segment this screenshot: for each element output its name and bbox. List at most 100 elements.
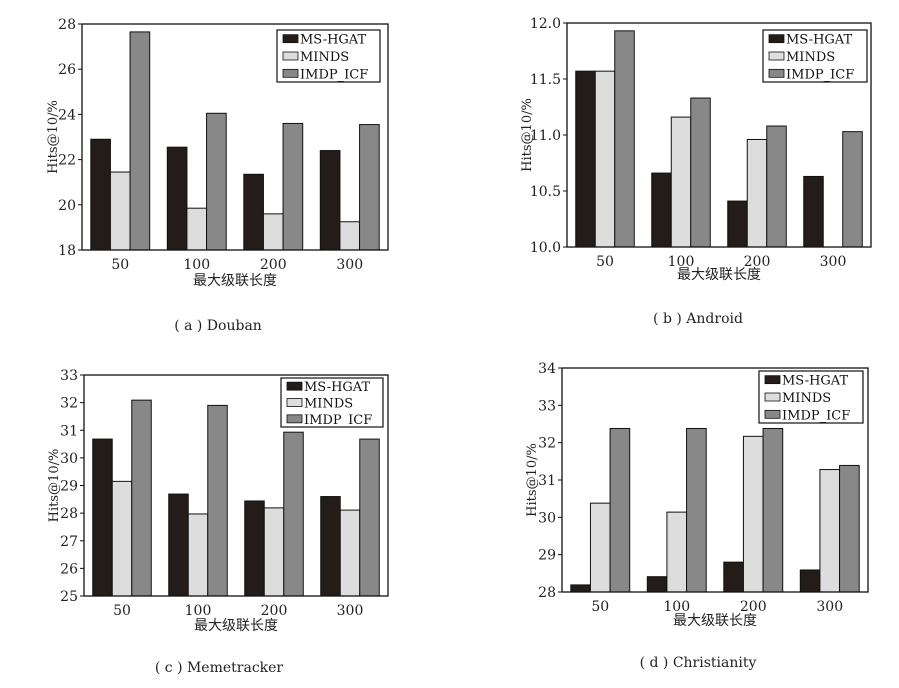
bar-ms-hgat-200 <box>244 500 265 597</box>
legend-label: MS-HGAT <box>304 380 370 395</box>
x-axis-title: 最大级联长度 <box>677 267 761 283</box>
bar-imdp-icf-100 <box>206 112 227 251</box>
y-tick-label: 10.5 <box>530 184 561 200</box>
x-tick-label: 50 <box>596 254 614 270</box>
bar-minds-200 <box>742 435 764 593</box>
y-tick-label: 28 <box>60 506 78 522</box>
bar-imdp-icf-300 <box>359 124 380 251</box>
chart-panel-0: 18 20 22 24 26 28 50 100 200 300 最大级联长度 Hits@10/% MS… <box>46 17 389 334</box>
bar-imdp-icf-200 <box>282 122 304 251</box>
bar-ms-hgat-300 <box>320 496 341 597</box>
y-tick-label: 30 <box>60 451 78 467</box>
x-tick-label: 300 <box>820 254 847 270</box>
x-tick-label: 50 <box>591 599 609 615</box>
legend-swatch-imdp-icf <box>282 68 299 78</box>
bar-imdp-icf-300 <box>839 464 860 593</box>
legend-swatch-imdp-icf <box>768 68 785 78</box>
bar-ms-hgat-100 <box>646 576 668 593</box>
x-tick-label: 200 <box>744 254 771 270</box>
bar-minds-50 <box>111 480 133 597</box>
bar-imdp-icf-200 <box>762 427 784 593</box>
x-tick-label: 100 <box>663 599 690 615</box>
bar-minds-100 <box>186 207 208 251</box>
bar-imdp-icf-300 <box>842 131 863 248</box>
bar-ms-hgat-100 <box>651 172 672 248</box>
bar-minds-200 <box>263 507 285 597</box>
bar-minds-50 <box>589 502 611 593</box>
legend-label: MS-HGAT <box>300 33 366 48</box>
bar-imdp-icf-200 <box>766 125 787 248</box>
bar-imdp-icf-300 <box>359 438 380 597</box>
bar-imdp-icf-100 <box>686 427 707 593</box>
bar-minds-50 <box>109 171 131 251</box>
bar-imdp-icf-100 <box>690 97 711 248</box>
x-axis-title: 最大级联长度 <box>193 273 277 289</box>
legend-label: IMDP_ICF <box>782 408 850 423</box>
bar-ms-hgat-200 <box>243 173 264 251</box>
chart-caption: ( d ) Christianity <box>640 655 757 671</box>
bar-imdp-icf-50 <box>129 31 151 251</box>
x-axis-title: 最大级联长度 <box>194 618 278 634</box>
legend-label: IMDP_ICF <box>786 67 854 82</box>
x-tick-label: 100 <box>183 257 210 273</box>
legend-swatch-minds <box>764 392 781 402</box>
bar-ms-hgat-200 <box>723 561 744 593</box>
legend-label: MS-HGAT <box>782 374 848 389</box>
bar-ms-hgat-50 <box>90 138 111 251</box>
y-tick-label: 26 <box>60 561 78 577</box>
bar-ms-hgat-100 <box>166 146 188 251</box>
bar-minds-200 <box>746 138 768 248</box>
y-tick-label: 24 <box>58 107 76 123</box>
bar-ms-hgat-300 <box>803 175 824 248</box>
legend-label: MINDS <box>304 397 353 412</box>
bar-ms-hgat-50 <box>575 70 596 248</box>
y-tick-label: 22 <box>58 153 76 169</box>
bar-minds-300 <box>339 221 361 251</box>
y-tick-label: 32 <box>538 436 556 452</box>
y-tick-label: 30 <box>538 510 556 526</box>
x-tick-label: 50 <box>111 257 129 273</box>
bar-imdp-icf-50 <box>609 427 631 593</box>
y-tick-label: 33 <box>60 368 78 384</box>
y-tick-label: 10.0 <box>530 240 561 256</box>
bar-imdp-icf-50 <box>614 30 635 248</box>
legend-swatch-ms-hgat <box>768 34 785 44</box>
y-tick-label: 31 <box>538 473 556 489</box>
bar-ms-hgat-300 <box>799 569 821 593</box>
legend-swatch-imdp-icf <box>764 409 781 419</box>
bar-ms-hgat-50 <box>570 584 591 593</box>
x-tick-label: 200 <box>260 257 287 273</box>
y-tick-label: 27 <box>60 534 78 550</box>
bar-minds-300 <box>819 469 841 593</box>
bar-minds-50 <box>594 70 616 248</box>
x-tick-label: 300 <box>337 603 364 619</box>
chart-caption: ( a ) Douban <box>174 318 262 334</box>
legend-label: MINDS <box>782 391 831 406</box>
x-tick-label: 100 <box>185 603 212 619</box>
bar-minds-100 <box>666 511 688 593</box>
legend-swatch-ms-hgat <box>282 34 299 44</box>
chart-caption: ( c ) Memetracker <box>155 660 284 676</box>
legend: MS-HGAT MINDS IMDP_ICF <box>276 29 381 83</box>
y-tick-label: 29 <box>60 479 78 495</box>
bar-minds-300 <box>339 509 361 597</box>
bar-ms-hgat-100 <box>168 493 189 597</box>
legend-label: MS-HGAT <box>786 33 852 48</box>
y-tick-label: 28 <box>538 585 556 601</box>
y-tick-label: 11.5 <box>530 72 561 88</box>
y-tick-label: 18 <box>58 243 76 259</box>
y-axis-title: Hits@10/% <box>46 100 61 174</box>
bar-minds-200 <box>262 213 284 251</box>
y-axis-title: Hits@10/% <box>47 449 62 523</box>
chart-panel-3: 28 29 30 31 32 33 34 50 100 200 300 最大级联长度 Hits@10/%… <box>525 361 869 671</box>
y-tick-label: 32 <box>60 396 78 412</box>
legend: MS-HGAT MINDS IMDP_ICF <box>758 370 864 424</box>
y-tick-label: 34 <box>538 361 556 377</box>
legend-label: MINDS <box>300 50 349 65</box>
x-tick-label: 300 <box>336 257 363 273</box>
bar-minds-100 <box>187 513 209 597</box>
legend-swatch-ms-hgat <box>764 375 781 385</box>
bar-ms-hgat-50 <box>92 438 113 597</box>
y-tick-label: 33 <box>538 398 556 414</box>
y-axis-title: Hits@10/% <box>525 443 540 517</box>
